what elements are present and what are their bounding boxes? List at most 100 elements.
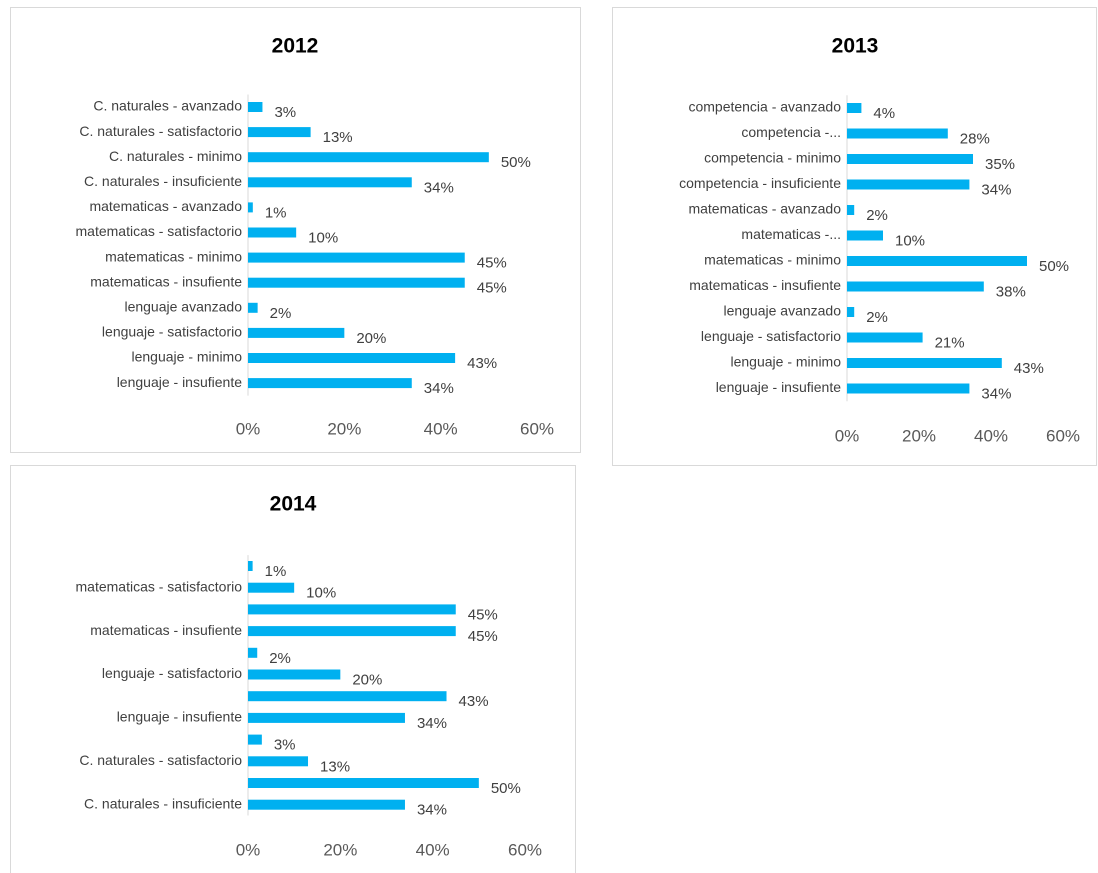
y-tick-label: C. naturales - insuficiente — [84, 173, 242, 189]
bar — [248, 712, 405, 723]
bar — [248, 152, 489, 163]
value-label: 45% — [477, 280, 507, 297]
bar — [847, 230, 883, 241]
bar — [847, 307, 855, 317]
bar — [248, 127, 311, 138]
y-tick-label: matematicas - insufiente — [90, 273, 242, 289]
x-tick-label: 0% — [835, 426, 860, 445]
value-label: 43% — [459, 693, 489, 710]
value-label: 34% — [981, 181, 1011, 198]
x-tick-label: 20% — [327, 419, 361, 438]
value-label: 2% — [270, 305, 292, 322]
bar — [248, 378, 412, 389]
bar — [248, 582, 295, 593]
chart-frame — [10, 465, 576, 873]
y-tick-label: competencia -... — [741, 124, 841, 140]
y-tick-label: matematicas -... — [741, 226, 841, 242]
chart-frame — [612, 7, 1097, 466]
bar — [847, 103, 862, 113]
value-label: 2% — [269, 650, 291, 667]
value-label: 10% — [895, 232, 925, 249]
x-tick-label: 20% — [323, 840, 357, 859]
bar — [847, 256, 1027, 266]
value-label: 10% — [306, 585, 336, 602]
value-label: 3% — [274, 737, 296, 754]
value-label: 2% — [866, 309, 888, 326]
value-label: 2% — [866, 207, 888, 224]
x-tick-label: 60% — [1046, 426, 1080, 445]
y-tick-label: C. naturales - satisfactorio — [79, 123, 242, 139]
chart-title: 2013 — [832, 35, 879, 58]
value-label: 45% — [468, 628, 498, 645]
y-tick-label: lenguaje - minimo — [731, 354, 842, 370]
y-tick-label: matematicas - satisfactorio — [76, 223, 243, 239]
chart-title: 2012 — [272, 35, 319, 58]
value-label: 45% — [477, 255, 507, 272]
x-tick-label: 0% — [236, 840, 261, 859]
bar — [847, 205, 855, 215]
y-tick-label: C. naturales - avanzado — [93, 98, 242, 114]
y-tick-label: lenguaje avanzado — [723, 303, 841, 319]
value-label: 50% — [501, 154, 531, 171]
bar — [248, 626, 456, 637]
y-tick-label: C. naturales - satisfactorio — [79, 752, 242, 768]
value-label: 38% — [996, 283, 1026, 300]
y-tick-label: lenguaje avanzado — [124, 299, 242, 315]
chart-frame — [10, 7, 581, 453]
value-label: 35% — [985, 156, 1015, 173]
y-tick-label: lenguaje - satisfactorio — [701, 328, 841, 344]
bar — [248, 353, 456, 363]
bar — [847, 154, 973, 164]
bar — [248, 799, 405, 810]
chart-title: 2014 — [270, 493, 317, 516]
value-label: 34% — [424, 179, 454, 196]
y-tick-label: lenguaje - satisfactorio — [102, 324, 242, 340]
bar — [248, 669, 341, 680]
bar — [248, 756, 309, 767]
bar — [248, 302, 258, 313]
bar — [248, 102, 263, 112]
value-label: 4% — [873, 105, 895, 122]
value-label: 43% — [467, 355, 497, 372]
value-label: 21% — [935, 334, 965, 351]
bar — [248, 277, 465, 288]
bar — [248, 252, 465, 263]
bar — [847, 358, 1002, 368]
value-label: 34% — [417, 802, 447, 819]
x-tick-label: 40% — [424, 419, 458, 438]
x-tick-label: 20% — [902, 426, 936, 445]
bar — [847, 383, 970, 394]
bar — [248, 734, 262, 745]
y-tick-label: matematicas - minimo — [704, 252, 841, 268]
value-label: 13% — [320, 758, 350, 775]
bar — [248, 561, 253, 571]
value-label: 34% — [424, 380, 454, 397]
y-tick-label: matematicas - insufiente — [689, 277, 841, 293]
y-tick-label: lenguaje - insufiente — [716, 379, 842, 395]
x-tick-label: 60% — [508, 840, 542, 859]
value-label: 45% — [468, 606, 498, 623]
value-label: 13% — [323, 129, 353, 146]
x-tick-label: 40% — [416, 840, 450, 859]
bar — [248, 202, 253, 213]
bar — [847, 128, 948, 139]
y-tick-label: competencia - insuficiente — [679, 175, 841, 191]
y-tick-label: matematicas - satisfactorio — [76, 578, 243, 594]
bar — [248, 778, 479, 788]
value-label: 1% — [265, 563, 287, 580]
value-label: 1% — [265, 204, 287, 221]
y-tick-label: C. naturales - minimo — [109, 148, 242, 164]
y-tick-label: C. naturales - insuficiente — [84, 795, 242, 811]
x-tick-label: 40% — [974, 426, 1008, 445]
value-label: 20% — [352, 671, 382, 688]
value-label: 34% — [981, 385, 1011, 402]
y-tick-label: matematicas - avanzado — [688, 201, 841, 217]
y-tick-label: competencia - minimo — [704, 150, 841, 166]
value-label: 10% — [308, 229, 338, 246]
bar — [847, 179, 970, 190]
value-label: 50% — [1039, 258, 1069, 275]
bar — [248, 177, 412, 188]
y-tick-label: lenguaje - minimo — [132, 349, 243, 365]
x-tick-label: 0% — [236, 419, 261, 438]
value-label: 43% — [1014, 360, 1044, 377]
